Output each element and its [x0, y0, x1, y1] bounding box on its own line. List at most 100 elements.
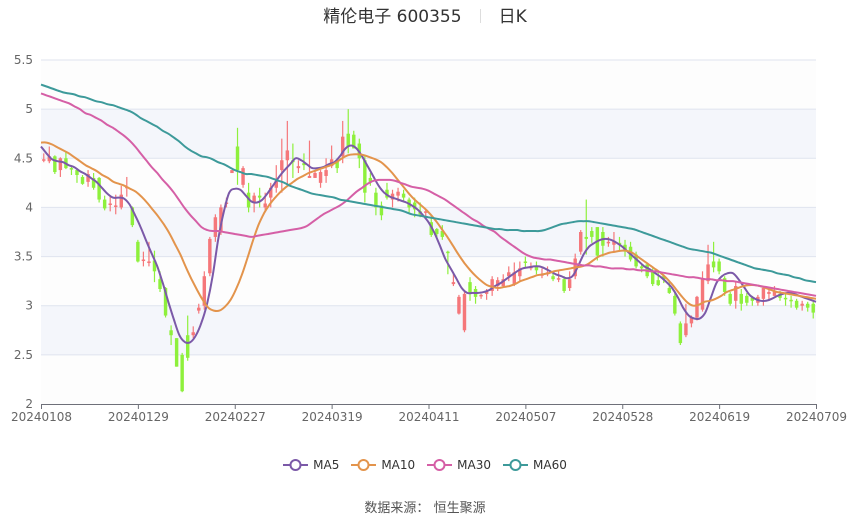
legend-item-ma30[interactable]: MA30 — [427, 458, 491, 472]
x-tick-label: 20240129 — [108, 410, 169, 424]
candle-body — [745, 295, 749, 303]
candle-body — [152, 260, 157, 272]
y-tick-label: 4 — [25, 200, 33, 214]
candle-body — [722, 278, 727, 292]
candle-body — [346, 133, 350, 147]
legend-label: MA5 — [313, 458, 340, 472]
candle-body — [667, 288, 672, 293]
x-tick-label: 20240108 — [11, 410, 72, 424]
x-tick-label: 20240528 — [592, 410, 653, 424]
candle-down — [584, 199, 588, 255]
candle-up — [208, 236, 212, 277]
candle-down — [794, 298, 799, 310]
candle-up — [479, 293, 483, 299]
candle-body — [811, 303, 815, 313]
candle-body — [335, 160, 339, 169]
candle-body — [424, 211, 428, 213]
candle-body — [202, 276, 207, 306]
x-tick-label: 20240507 — [495, 410, 556, 424]
candle-up — [324, 158, 328, 183]
candle-body — [794, 300, 799, 308]
source-label: 数据来源： — [364, 501, 430, 516]
chart-title: 精伦电子 600355 日K — [0, 4, 850, 30]
candle-body — [363, 160, 367, 193]
candle-body — [446, 251, 450, 254]
y-tick-label: 4.5 — [14, 151, 33, 165]
candle-down — [805, 301, 810, 312]
candle-body — [783, 297, 788, 300]
candle-body — [512, 272, 517, 285]
legend-item-ma60[interactable]: MA60 — [503, 458, 567, 472]
legend-label: MA60 — [533, 458, 567, 472]
candle-down — [379, 201, 384, 221]
candle-body — [717, 261, 721, 272]
legend-item-ma5[interactable]: MA5 — [283, 458, 339, 472]
candle-body — [302, 163, 306, 166]
candle-body — [185, 335, 190, 358]
plot-band — [41, 158, 816, 208]
candle-body — [174, 338, 179, 367]
candle-body — [130, 207, 135, 226]
candle-down — [169, 325, 173, 346]
y-tick-label: 2.5 — [14, 348, 33, 362]
candle-down — [468, 277, 472, 301]
candle-down — [374, 187, 378, 216]
y-tick-label: 2 — [25, 397, 33, 411]
candle-up — [507, 266, 511, 282]
candle-up — [108, 196, 112, 212]
source-value: 恒生聚源 — [433, 501, 486, 516]
candle-body — [612, 240, 616, 245]
candle-down — [789, 295, 793, 308]
candle-down — [385, 182, 389, 200]
candle-body — [689, 317, 694, 324]
candle-down — [590, 227, 594, 243]
candle-body — [274, 180, 278, 188]
candle-up — [340, 120, 345, 164]
candle-body — [158, 279, 162, 290]
candle-body — [307, 175, 312, 178]
candle-body — [324, 170, 328, 176]
candle-body — [97, 177, 101, 200]
candle-up — [230, 170, 234, 174]
legend: MA5 MA10 MA30 MA60 — [0, 458, 850, 475]
candle-up — [318, 170, 323, 188]
candle-down — [717, 258, 721, 275]
candle-body — [650, 271, 655, 285]
candle-body — [102, 199, 107, 209]
plot-band — [41, 305, 816, 355]
candle-body — [772, 290, 777, 296]
ma10-line — [40, 141, 817, 313]
candle-up — [684, 303, 688, 338]
candlestick-chart: 2 2.5 3 3.5 4 4.5 5 5.5 20240108 20240129 2024022… — [11, 53, 847, 424]
candle-down — [257, 187, 262, 208]
candle-up — [761, 286, 766, 306]
candle-body — [385, 189, 389, 198]
candle-body — [163, 288, 168, 316]
candle-body — [374, 192, 378, 208]
candle-body — [136, 241, 140, 262]
candle-body — [639, 266, 644, 269]
candle-body — [53, 156, 57, 173]
candle-body — [457, 296, 461, 314]
candle-body — [252, 195, 256, 203]
candle-body — [263, 203, 267, 208]
candle-body — [69, 168, 74, 170]
candle-down — [673, 290, 677, 316]
candle-down — [180, 352, 184, 393]
candle-down — [595, 227, 600, 261]
candle-down — [235, 127, 240, 185]
candle-body — [435, 229, 439, 234]
candle-body — [108, 203, 112, 205]
candle-body — [567, 279, 572, 289]
candle-up — [695, 295, 699, 321]
candle-up — [47, 146, 52, 164]
candle-down — [711, 241, 716, 273]
candle-body — [778, 293, 782, 298]
legend-item-ma10[interactable]: MA10 — [351, 458, 415, 472]
title-separator — [479, 9, 481, 23]
y-tick-label: 5.5 — [14, 53, 33, 67]
candle-body — [285, 150, 290, 161]
ma5-line — [40, 144, 817, 344]
candle-body — [169, 330, 173, 336]
plot-band — [41, 354, 816, 404]
